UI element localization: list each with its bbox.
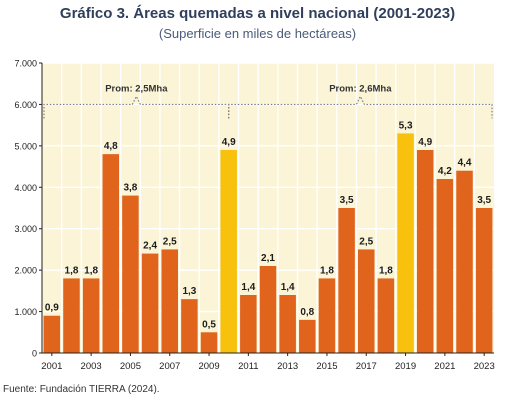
x-tick-label-2019: 2019	[395, 361, 416, 372]
bar-2006	[141, 253, 159, 353]
x-tick-label-2005: 2005	[120, 361, 141, 372]
data-label-2009: 0,5	[202, 319, 216, 330]
bar-2017	[358, 249, 375, 353]
bar-2023	[475, 208, 493, 353]
average-bracket	[228, 95, 493, 119]
average-annotation: Prom: 2,6Mha	[329, 83, 392, 94]
data-label-2003: 1,8	[84, 265, 98, 276]
data-label-2005: 3,8	[123, 183, 137, 194]
x-tick-label-2021: 2021	[434, 361, 455, 372]
bar-2003	[82, 278, 100, 353]
data-label-2004: 4,8	[104, 141, 118, 152]
data-label-2016: 3,5	[340, 195, 354, 206]
x-tick-label-2023: 2023	[474, 361, 495, 372]
data-label-2012: 2,1	[261, 253, 275, 264]
bar-2004	[102, 154, 120, 353]
data-label-2013: 1,4	[281, 282, 295, 293]
bar-2001	[43, 315, 61, 353]
bar-2016	[338, 208, 355, 353]
bar-2013	[279, 295, 296, 353]
x-tick-label-2011: 2011	[238, 361, 258, 372]
x-tick-label-2003: 2003	[81, 361, 102, 372]
data-label-2008: 1,3	[182, 286, 196, 297]
data-label-2002: 1,8	[65, 265, 79, 276]
y-tick-label: 4.000	[14, 183, 37, 193]
chart-title: Gráfico 3. Áreas quemadas a nivel nacion…	[59, 5, 456, 22]
x-tick-label-2013: 2013	[277, 361, 298, 372]
bar-2009	[200, 332, 218, 353]
data-label-2019: 5,3	[399, 120, 413, 131]
data-label-2006: 2,4	[143, 241, 157, 252]
y-tick-label: 6.000	[14, 100, 37, 110]
bar-2019	[397, 133, 414, 353]
x-tick-label-2015: 2015	[316, 361, 337, 372]
data-label-2014: 0,8	[300, 307, 314, 318]
y-tick-label: 7.000	[14, 59, 37, 69]
data-label-2022: 4,4	[458, 158, 472, 169]
bar-2021	[436, 179, 454, 353]
y-tick-label: 3.000	[14, 224, 37, 234]
data-label-2023: 3,5	[477, 195, 491, 206]
bar-2018	[377, 278, 395, 353]
chart-subtitle: (Superficie en miles de hectáreas)	[158, 26, 357, 41]
x-tick-label-2001: 2001	[41, 361, 62, 372]
x-tick-label-2017: 2017	[356, 361, 377, 372]
y-tick-label: 2.000	[14, 266, 37, 276]
data-label-2018: 1,8	[379, 265, 393, 276]
bar-2015	[318, 278, 336, 353]
bar-2010	[220, 150, 237, 353]
bar-2022	[456, 170, 473, 353]
bar-2012	[259, 266, 277, 353]
bar-2020	[416, 150, 434, 353]
y-tick-label: 0	[32, 349, 37, 359]
data-label-2021: 4,2	[438, 166, 452, 177]
bar-2008	[181, 299, 198, 353]
y-tick-label: 1.000	[14, 307, 37, 317]
bar-2005	[122, 195, 139, 353]
bar-2014	[299, 319, 316, 353]
data-label-2007: 2,5	[163, 236, 177, 247]
bar-2007	[161, 249, 178, 353]
source-note: Fuente: Fundación TIERRA (2024).	[3, 384, 160, 395]
data-label-2015: 1,8	[320, 265, 334, 276]
bar-2011	[240, 295, 257, 353]
bar-2002	[63, 278, 80, 353]
x-tick-label-2007: 2007	[159, 361, 180, 372]
average-annotation: Prom: 2,5Mha	[105, 83, 168, 94]
data-label-2020: 4,9	[418, 137, 432, 148]
data-label-2001: 0,9	[45, 303, 59, 314]
y-tick-label: 5.000	[14, 141, 37, 151]
data-label-2011: 1,4	[241, 282, 255, 293]
x-tick-label-2009: 2009	[198, 361, 219, 372]
data-label-2017: 2,5	[359, 236, 373, 247]
data-label-2010: 4,9	[222, 137, 236, 148]
